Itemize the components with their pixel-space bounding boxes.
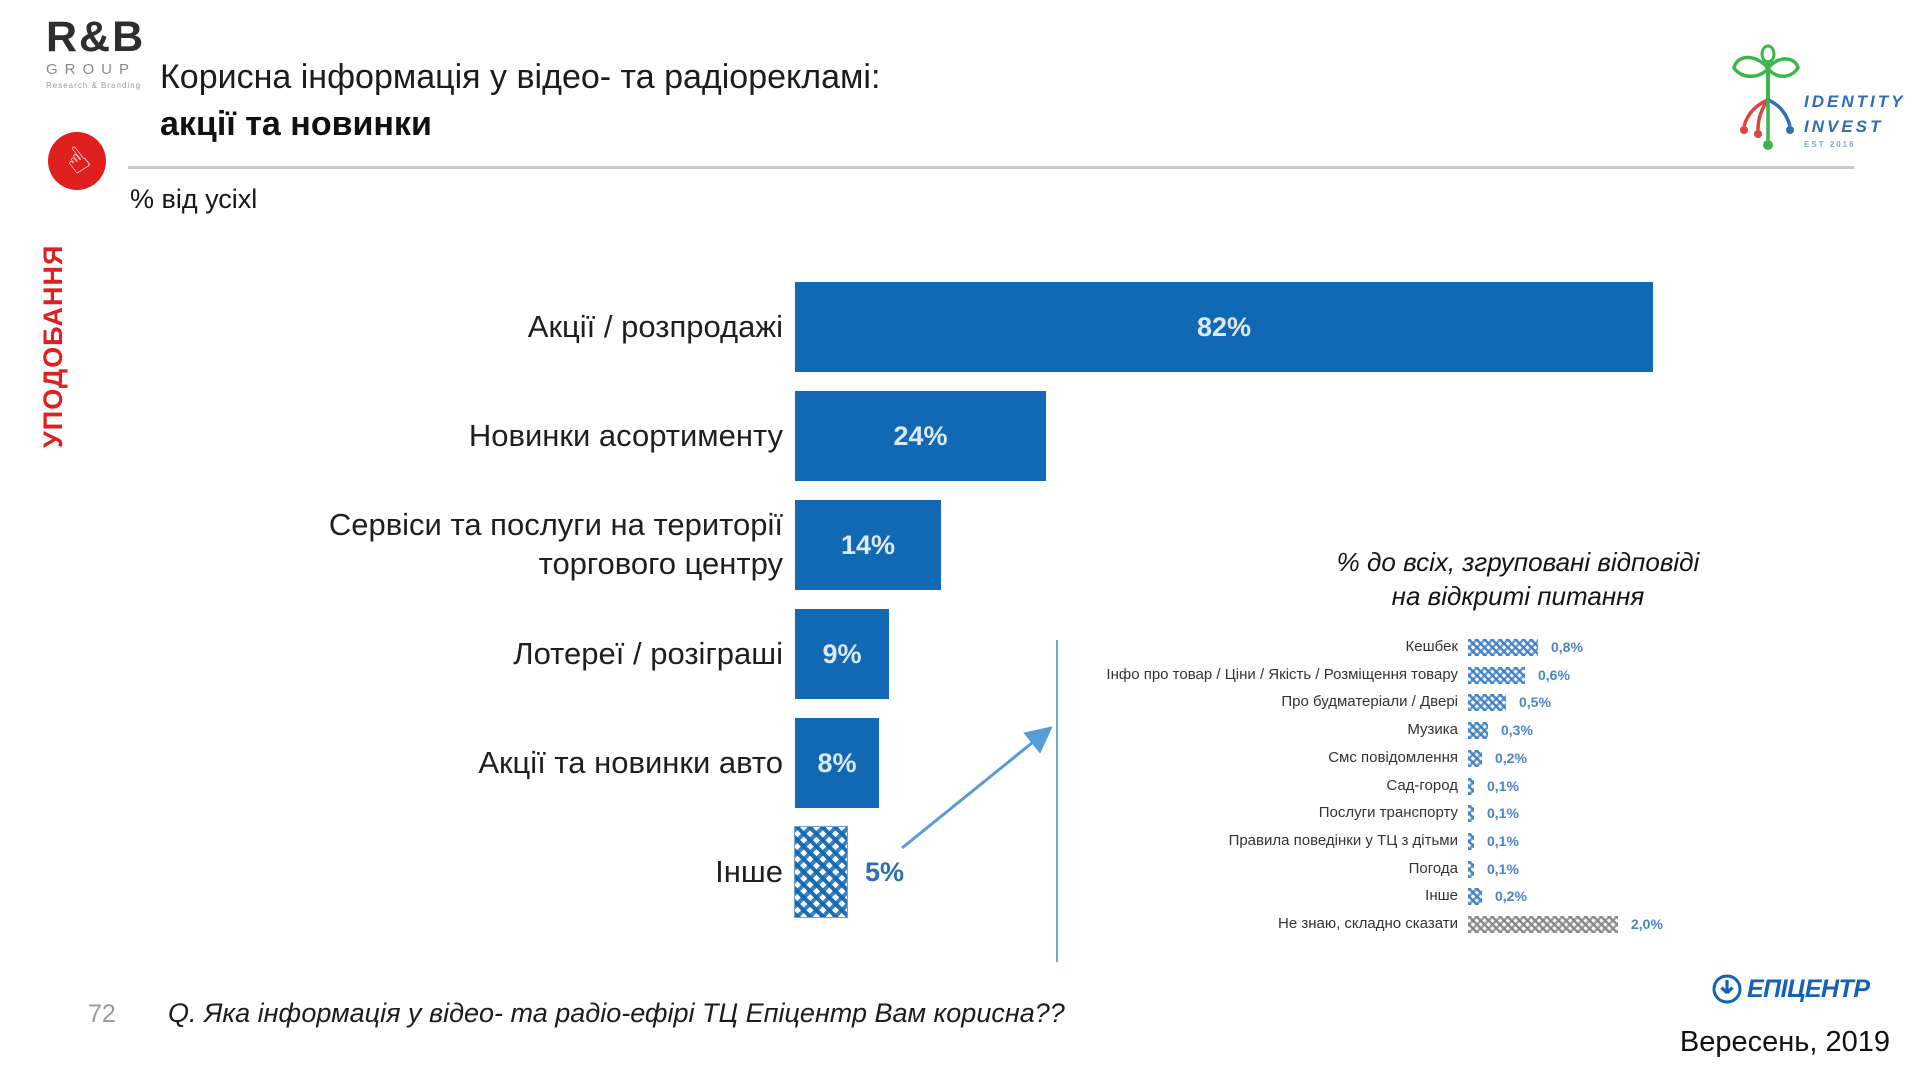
main-bar: 14% — [795, 500, 941, 590]
main-bar: 82% — [795, 282, 1653, 372]
rb-group-logo: R&B GROUP Research & Branding — [46, 13, 166, 91]
rb-logo-group-text: GROUP — [46, 61, 137, 78]
sub-bar — [1468, 861, 1474, 878]
sub-bar-label: Не знаю, складно сказати — [1277, 915, 1458, 932]
page-title-line2: акції та новинки — [160, 105, 432, 143]
sub-bar-value: 0,1% — [1487, 861, 1519, 877]
identity-invest-logo-icon — [1732, 44, 1800, 150]
main-bar-label: Сервіси та послуги на території торговог… — [328, 507, 783, 581]
main-bar: 9% — [795, 609, 889, 699]
pointer-hand-icon: ☝ — [57, 139, 97, 183]
main-bar-value: 14% — [840, 529, 896, 560]
title-divider — [128, 166, 1854, 169]
sub-bar — [1468, 888, 1482, 905]
sub-bar — [1468, 667, 1525, 684]
identity-invest-logo: IDENTITY INVEST EST 2016 — [1728, 42, 1918, 162]
sub-bar — [1468, 805, 1474, 822]
sub-bar-value: 0,3% — [1501, 722, 1533, 738]
main-bar-value: 8% — [817, 747, 857, 778]
sub-bar — [1468, 722, 1488, 739]
chart-base-note: % від усіхl — [130, 184, 258, 214]
subchart-title-line2: на відкриті питання — [1391, 580, 1645, 611]
main-bar — [794, 826, 848, 918]
main-bar: 24% — [795, 391, 1046, 481]
sub-bar-value: 2,0% — [1631, 916, 1663, 932]
sub-bar-value: 0,5% — [1519, 694, 1551, 710]
sub-bar-label: Музика — [1407, 721, 1458, 738]
main-bar-label: Акції та новинки авто — [478, 744, 783, 780]
sub-bar-value: 0,1% — [1487, 833, 1519, 849]
sub-bar-value: 0,1% — [1487, 805, 1519, 821]
sub-bar — [1468, 750, 1482, 767]
sub-bar-label: Смс повідомлення — [1328, 749, 1458, 766]
sub-bar-label: Послуги транспорту — [1318, 804, 1458, 821]
main-bar-label: Акції / розпродажі — [527, 308, 783, 344]
slide-number: 72 — [88, 1000, 116, 1028]
subchart-bracket-line — [1056, 640, 1058, 962]
identity-logo-line2: INVEST — [1804, 116, 1884, 136]
survey-question: Q. Яка інформація у відео- та радіо-ефір… — [168, 998, 1065, 1028]
main-bar-value: 9% — [822, 638, 862, 669]
sub-bar-value: 0,2% — [1495, 750, 1527, 766]
identity-logo-line3: EST 2016 — [1804, 140, 1856, 150]
sub-bar-label: Інфо про товар / Ціни / Якість / Розміще… — [1106, 666, 1458, 683]
sub-bar — [1468, 916, 1618, 933]
sidebar-section-label: УПОДОБАННЯ — [38, 244, 68, 448]
main-bar-label: Інше — [715, 853, 783, 889]
main-bar-label: Лотереї / розіграші — [513, 635, 783, 671]
identity-logo-line1: IDENTITY — [1804, 92, 1906, 111]
sub-bar — [1468, 778, 1474, 795]
sub-bar-label: Інше — [1425, 887, 1458, 904]
rb-logo-tagline: Research & Branding — [46, 81, 142, 90]
sub-bar-label: Погода — [1408, 860, 1458, 877]
main-bar-value: 24% — [893, 420, 948, 451]
subchart-title-line1: % до всіх, згруповані відповіді — [1336, 547, 1700, 577]
sub-bar — [1468, 833, 1474, 850]
sub-bar-label: Про будматеріали / Двері — [1281, 693, 1458, 710]
sub-bar-value: 0,2% — [1495, 888, 1527, 904]
main-bar-value: 5% — [865, 856, 905, 887]
rb-logo-text: R&B — [46, 13, 146, 61]
sub-bar-value: 0,1% — [1487, 778, 1519, 794]
page-title-line1: Корисна інформація у відео- та радіорекл… — [160, 58, 881, 96]
epicentr-logo-text: ЕПІЦЕНТР — [1747, 974, 1870, 1003]
subchart-title: % до всіх, згруповані відповіді на відкр… — [1288, 546, 1748, 614]
sub-bar-label: Кешбек — [1405, 638, 1458, 655]
preference-badge: ☝ — [48, 132, 106, 190]
epicentr-logo: ЕПІЦЕНТР — [1712, 974, 1870, 1004]
sub-bar-label: Сад-город — [1386, 777, 1458, 794]
epicentr-logo-icon — [1712, 974, 1742, 1004]
sub-bar — [1468, 694, 1506, 711]
sub-bar — [1468, 639, 1538, 656]
sub-bar-value: 0,6% — [1538, 667, 1570, 683]
sub-bar-value: 0,8% — [1551, 639, 1583, 655]
breakdown-arrow — [901, 726, 1053, 850]
identity-invest-logo-text: IDENTITY INVEST EST 2016 — [1804, 90, 1905, 151]
report-date: Вересень, 2019 — [1679, 1026, 1890, 1058]
main-bar-label: Новинки асортименту — [468, 417, 783, 453]
sub-bar-label: Правила поведінки у ТЦ з дітьми — [1228, 832, 1458, 849]
page-title: Корисна інформація у відео- та радіорекл… — [160, 58, 880, 144]
main-bar-value: 82% — [1196, 311, 1252, 342]
main-bar: 8% — [795, 718, 879, 808]
